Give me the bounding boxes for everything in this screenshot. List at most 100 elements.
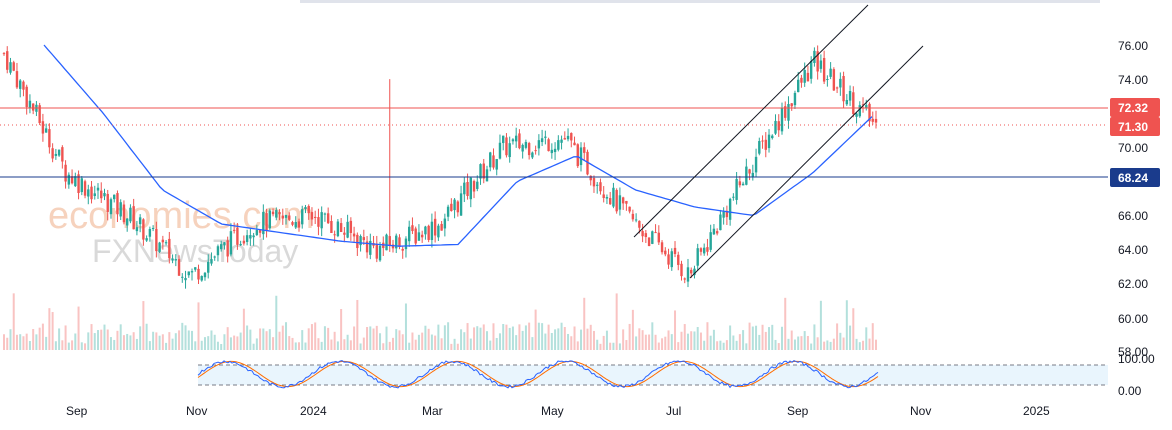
candle-body [271, 211, 275, 215]
resistance-value: 72.32 [1118, 101, 1148, 115]
volume-bar [54, 341, 57, 350]
volume-bar [281, 325, 284, 350]
candle-body [408, 226, 411, 242]
candle-body [395, 235, 398, 249]
candle-body [265, 213, 268, 232]
candle-body [865, 105, 868, 109]
volume-bar [372, 328, 375, 350]
candle-body [258, 230, 262, 233]
oscillator-band [198, 365, 1108, 385]
volume-bar [194, 341, 197, 350]
volume-bar [41, 323, 44, 350]
candle-body [800, 77, 803, 83]
volume-bar [184, 325, 187, 350]
candle-body [450, 203, 453, 212]
volume-bar [145, 323, 148, 350]
candle-body [168, 238, 171, 259]
volume-bar [755, 325, 758, 350]
volume-bar [161, 334, 164, 350]
volume-bar [87, 332, 90, 350]
volume-bar [427, 328, 430, 350]
volume-bar [450, 343, 453, 350]
volume-bar [187, 330, 190, 350]
candle-body [758, 141, 761, 154]
candle-body [138, 217, 142, 225]
candle-body [647, 237, 651, 247]
volume-bar [200, 340, 203, 350]
candle-body [262, 211, 265, 235]
candle-body [686, 267, 690, 282]
candle-body [531, 152, 534, 158]
volume-bar [677, 342, 680, 350]
price-tick: 74.00 [1118, 73, 1148, 87]
volume-bar [28, 341, 31, 350]
volume-bar [430, 334, 433, 350]
volume-bar [511, 326, 514, 350]
volume-bar [554, 329, 557, 350]
price-axis[interactable]: 76.00 74.00 70.00 66.00 64.00 62.00 60.0… [1110, 39, 1160, 398]
candle-body [155, 228, 158, 252]
candle-body [553, 148, 557, 153]
candle-body [797, 79, 800, 93]
support-value: 68.24 [1118, 171, 1148, 185]
candle-body [544, 136, 547, 138]
candle-body [839, 78, 842, 88]
volume-bar [495, 337, 498, 350]
volume-bar [320, 341, 323, 350]
candle-body [19, 80, 22, 89]
candle-body [732, 196, 735, 198]
candle-body [706, 247, 709, 252]
candle-body [184, 278, 187, 281]
volume-bar [15, 334, 18, 350]
volume-bar [602, 335, 605, 350]
candle-body [852, 92, 855, 115]
volume-bar [774, 339, 777, 350]
volume-bar [524, 325, 527, 350]
volume-bar [97, 330, 100, 350]
candle-body [369, 240, 372, 255]
candle-body [145, 238, 148, 241]
candle-body [874, 118, 878, 123]
candle-body [135, 227, 139, 232]
volume-bar [278, 331, 281, 350]
volume-bar [657, 342, 660, 350]
candle-body [61, 147, 64, 162]
candle-body [326, 213, 330, 224]
candle-body [210, 259, 213, 264]
candle-body [398, 237, 401, 247]
candle-body [433, 218, 437, 236]
candle-body [848, 91, 852, 101]
candle-body [511, 139, 515, 142]
candle-body [586, 151, 589, 175]
volume-bar [534, 309, 537, 350]
candle-body [485, 169, 489, 182]
volume-bar [155, 332, 158, 350]
candle-body [446, 206, 450, 217]
candle-body [514, 135, 518, 142]
candle-body [456, 201, 460, 213]
candle-body [644, 233, 648, 238]
candle-body [540, 138, 544, 143]
volume-bar [456, 343, 459, 350]
candle-body [281, 215, 284, 219]
price-tick: 66.00 [1118, 209, 1148, 223]
volume-bar [469, 338, 472, 350]
channel-upper-line[interactable] [633, 4, 869, 238]
top-border [300, 0, 1100, 3]
volume-bar [148, 341, 151, 350]
candle-body [414, 228, 417, 244]
candle-body [119, 202, 122, 217]
candle-body [54, 153, 58, 156]
candle-body [806, 72, 810, 82]
volume-bar [207, 336, 210, 350]
time-axis[interactable]: Sep Nov 2024 Mar May Jul Sep Nov 2025 [66, 404, 1050, 418]
volume-bar [249, 329, 252, 350]
volume-bar [165, 342, 168, 350]
volume-bar [129, 335, 132, 350]
volume-bar [686, 333, 689, 350]
volume-bar [661, 338, 664, 350]
candle-body [343, 232, 346, 235]
volume-bar [498, 333, 501, 350]
channel-lower-line[interactable] [689, 45, 924, 279]
